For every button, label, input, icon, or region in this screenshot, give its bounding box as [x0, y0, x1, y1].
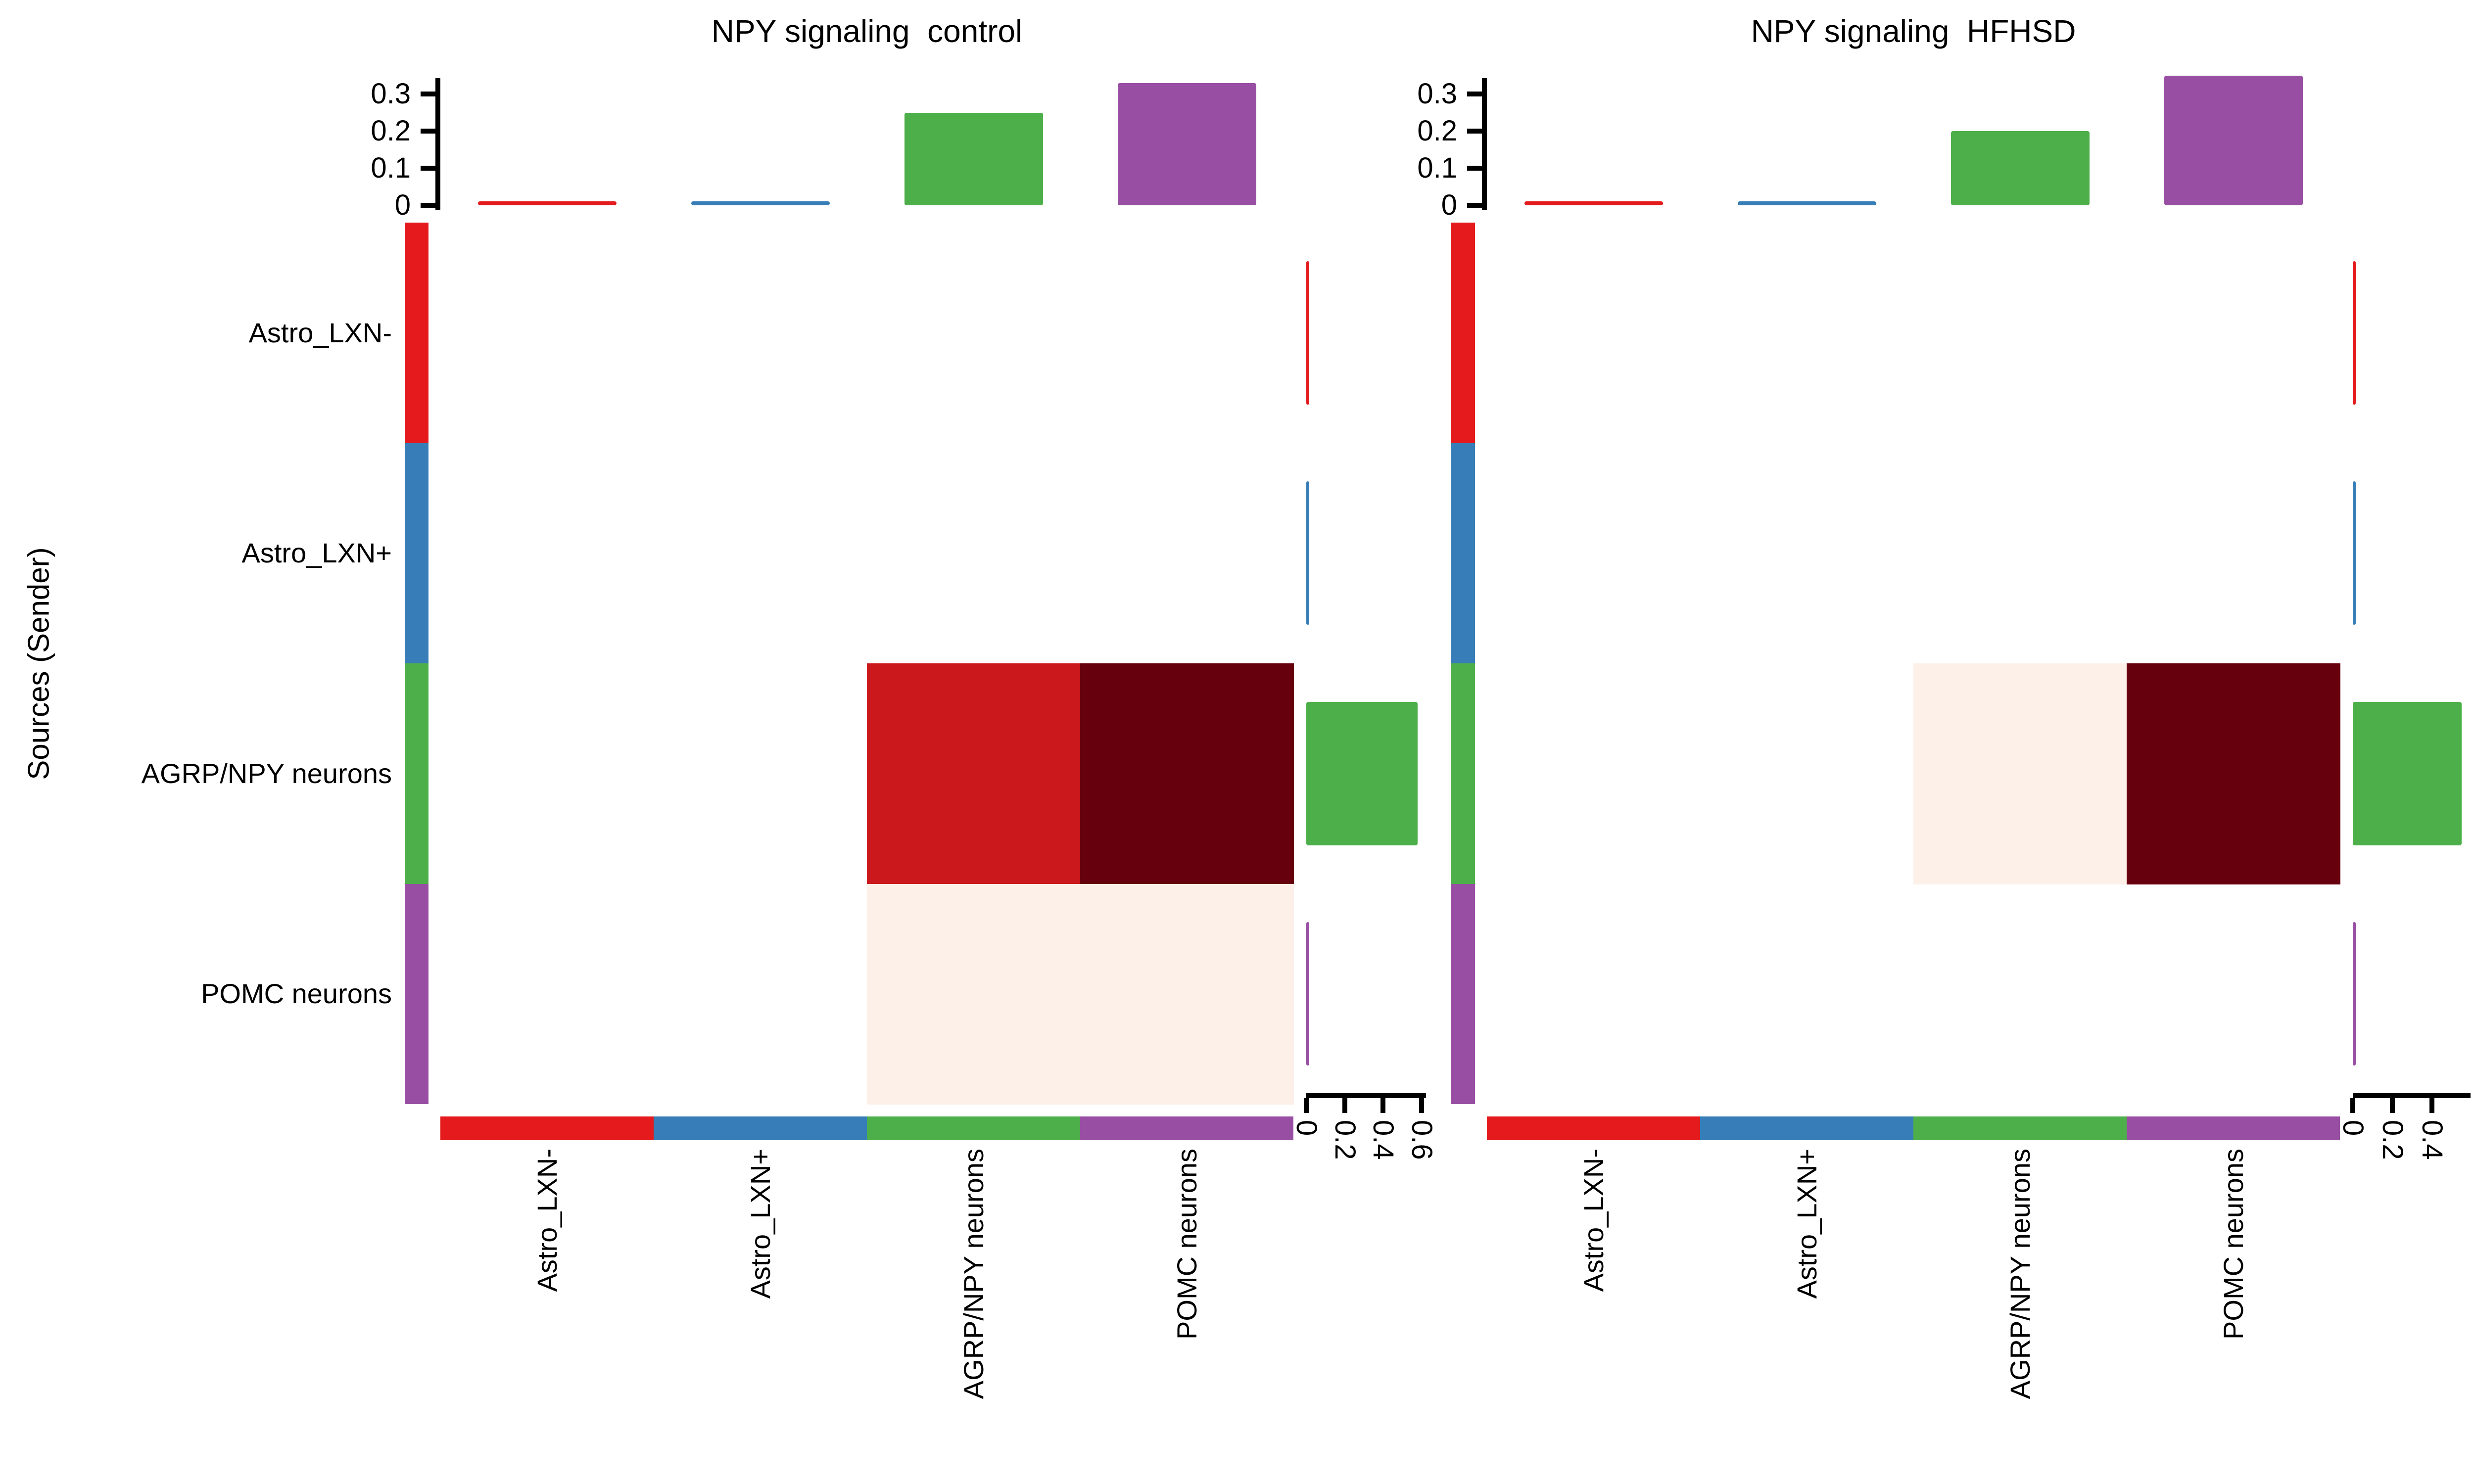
right-bar-axis-tick: [2350, 1098, 2355, 1113]
col-annotation-2: [1700, 1116, 1913, 1140]
row-annotation-4: [405, 883, 428, 1104]
row-annotation-1: [1451, 223, 1475, 443]
right-bar-axis-tick: [2390, 1098, 2395, 1113]
right-bar-axis-tick-label: 0.2: [1329, 1120, 1361, 1160]
row-annotation-2: [405, 443, 428, 663]
right-bar-3: [1306, 701, 1418, 845]
top-bar-axis-tick-label: 0.3: [371, 78, 411, 110]
top-bar-axis-tick: [1467, 129, 1482, 134]
top-bar-axis-tick: [421, 92, 435, 96]
right-bar-axis-tick: [1342, 1098, 1347, 1113]
right-bar-axis-tick-label: 0: [2337, 1120, 2369, 1136]
col-label-2: Astro_LXN+: [744, 1149, 776, 1299]
top-bar-axis-tick-label: 0.1: [371, 152, 411, 184]
top-bar-axis-tick: [421, 203, 435, 208]
panel-title: NPY signaling control: [711, 13, 1023, 49]
y-axis-title: Sources (Sender): [22, 547, 55, 780]
col-label-4: POMC neurons: [1171, 1149, 1202, 1340]
col-annotation-3: [867, 1116, 1080, 1140]
row-label-2: Astro_LXN+: [241, 537, 392, 569]
col-annotation-3: [1913, 1116, 2127, 1140]
right-bar-4: [2353, 922, 2356, 1066]
heatmap-cell-r4-c3: [867, 883, 1081, 1105]
col-annotation-4: [2127, 1116, 2340, 1140]
top-bar-4: [1117, 83, 1256, 205]
row-annotation-3: [1451, 663, 1475, 884]
right-bar-axis-tick-label: 0.4: [2416, 1120, 2448, 1160]
top-bar-axis-tick-label: 0.2: [1417, 115, 1457, 147]
col-annotation-2: [654, 1116, 867, 1140]
right-bar-axis-tick-label: 0.6: [1405, 1120, 1438, 1160]
top-bar-axis-tick-label: 0: [1441, 189, 1457, 221]
top-bar-3: [1951, 131, 2090, 205]
row-label-1: Astro_LXN-: [248, 317, 392, 348]
heatmap-cell-r3-c3: [1913, 663, 2127, 884]
top-bar-axis-tick-label: 0.3: [1417, 78, 1457, 110]
top-bar-3: [904, 112, 1043, 205]
top-bar-axis-tick: [421, 129, 435, 134]
right-bar-axis-tick: [1380, 1098, 1385, 1113]
right-bar-1: [1306, 261, 1309, 405]
top-bar-2: [1737, 201, 1876, 205]
top-bar-axis-line: [1482, 78, 1487, 210]
heatmap-cell-r3-c4: [1080, 663, 1294, 884]
col-label-2: Astro_LXN+: [1791, 1149, 1822, 1299]
right-bar-axis-line: [2353, 1093, 2471, 1098]
row-annotation-1: [405, 223, 428, 443]
right-bar-2: [2353, 481, 2356, 625]
top-bar-1: [1524, 201, 1663, 205]
top-bar-axis-tick-label: 0: [394, 189, 411, 221]
right-bar-axis-tick-label: 0.4: [1367, 1120, 1399, 1160]
top-bar-axis-line: [435, 78, 440, 210]
col-label-4: POMC neurons: [2217, 1149, 2249, 1340]
top-bar-4: [2164, 75, 2303, 205]
top-bar-1: [477, 201, 617, 205]
top-bar-axis-tick: [1467, 203, 1482, 208]
right-bar-axis-tick: [2429, 1098, 2434, 1113]
heatmap-cell-r4-c4: [1080, 883, 1294, 1105]
row-annotation-4: [1451, 883, 1475, 1104]
right-bar-axis-tick-label: 0.2: [2377, 1120, 2409, 1160]
col-label-3: AGRP/NPY neurons: [2004, 1149, 2036, 1399]
right-bar-4: [1306, 922, 1309, 1066]
top-bar-2: [691, 201, 830, 205]
right-bar-axis-tick-label: 0: [1290, 1120, 1323, 1136]
right-bar-axis-tick: [1419, 1098, 1424, 1113]
right-bar-1: [2353, 261, 2356, 405]
right-bar-2: [1306, 481, 1309, 625]
panel-title: NPY signaling HFHSD: [1751, 13, 2076, 49]
top-bar-axis-tick: [1467, 166, 1482, 171]
top-bar-axis-tick-label: 0.1: [1417, 152, 1457, 184]
col-label-3: AGRP/NPY neurons: [957, 1149, 989, 1399]
heatmap-cell-r3-c3: [867, 663, 1081, 884]
col-label-1: Astro_LXN-: [531, 1149, 563, 1292]
col-label-1: Astro_LXN-: [1577, 1149, 1609, 1292]
top-bar-axis-tick: [421, 166, 435, 171]
right-bar-3: [2353, 701, 2462, 845]
col-annotation-1: [440, 1116, 654, 1140]
col-annotation-4: [1080, 1116, 1293, 1140]
right-bar-axis-line: [1306, 1093, 1426, 1098]
row-annotation-2: [1451, 443, 1475, 663]
right-bar-axis-tick: [1304, 1098, 1309, 1113]
row-label-3: AGRP/NPY neurons: [141, 757, 392, 789]
top-bar-axis-tick-label: 0.2: [371, 115, 411, 147]
col-annotation-1: [1487, 1116, 1700, 1140]
row-label-4: POMC neurons: [201, 978, 392, 1010]
y-axis-title-box: Sources (Sender): [0, 465, 237, 861]
row-annotation-3: [405, 663, 428, 884]
top-bar-axis-tick: [1467, 92, 1482, 96]
heatmap-cell-r3-c4: [2127, 663, 2340, 884]
